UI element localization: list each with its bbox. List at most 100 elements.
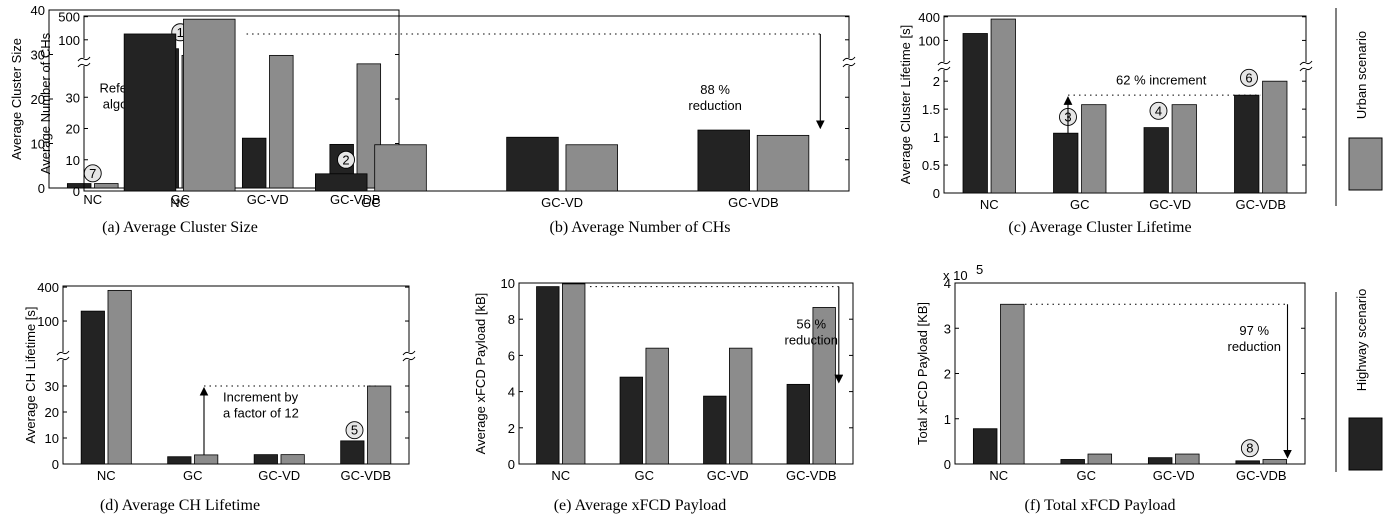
y-axis-label-d: Average CH Lifetime [s] bbox=[23, 306, 38, 443]
bar-e-s1-gc-vd bbox=[703, 395, 727, 465]
annotation-b-0-circle-marker bbox=[337, 150, 355, 169]
x-tick-label-c-gc-vdb: GC-VDB bbox=[1235, 197, 1286, 212]
x-tick-label-f-gc-vd: GC-VD bbox=[1153, 468, 1195, 483]
bar-f-s2-nc bbox=[1000, 303, 1025, 465]
y-axis-label-b: Average Number of CHs bbox=[38, 32, 53, 174]
bar-e-s2-gc bbox=[645, 347, 669, 465]
y-tick-label-e: 6 bbox=[508, 348, 515, 363]
bar-e-s2-gc-vd bbox=[729, 347, 753, 465]
scenario-legend: Urban scenario Highway scenario bbox=[1335, 8, 1383, 472]
panel-f: (f) Total xFCD Payload 0 1 2 3 4x 10 5 NC GC GC-… bbox=[915, 262, 1306, 514]
annotation-f-1-label-0: 97 % bbox=[1239, 323, 1269, 338]
annotation-f-1-label-1: reduction bbox=[1228, 339, 1281, 354]
y-tick-label-b: 0 bbox=[73, 184, 80, 199]
bar-f-s1-gc bbox=[1060, 459, 1085, 465]
bar-b-s2-nc bbox=[183, 18, 236, 192]
bar-f-s1-gc-vdb bbox=[1235, 460, 1260, 465]
x-tick-label-b-gc-vdb: GC-VDB bbox=[728, 195, 779, 210]
plot-frame-b bbox=[83, 15, 850, 192]
x-tick-label-d-gc: GC bbox=[183, 468, 203, 483]
y-tick-label-d: 400 bbox=[37, 280, 59, 295]
annotation-d-1-label-1: a factor of 12 bbox=[223, 406, 299, 421]
highway-scenario-swatch bbox=[1348, 417, 1383, 471]
axis-break-mark2-b-0 bbox=[77, 62, 91, 68]
annotation-a-0-circle-number: 1 bbox=[177, 25, 184, 40]
y-tick-label-a: 0 bbox=[38, 181, 45, 196]
y-tick-label-d: 100 bbox=[37, 314, 59, 329]
y-tick-label-f: 0 bbox=[944, 457, 951, 472]
annotation-b-1-label-0: 88 % bbox=[700, 82, 730, 97]
bar-b-s2-gc bbox=[374, 144, 427, 192]
bar-a-s1-gc-vd bbox=[241, 137, 267, 189]
plot-frame-e bbox=[518, 282, 854, 465]
y-tick-label-e: 8 bbox=[508, 312, 515, 327]
bar-a-s1-nc bbox=[66, 183, 92, 189]
bar-f-s1-gc-vd bbox=[1147, 457, 1173, 465]
caption-a: (a) Average Cluster Size bbox=[102, 219, 258, 236]
bar-e-s2-gc-vdb bbox=[812, 307, 836, 465]
x-tick-label-f-gc: GC bbox=[1077, 468, 1097, 483]
x-tick-label-d-nc: NC bbox=[97, 468, 116, 483]
x-tick-label-e-gc: GC bbox=[635, 468, 655, 483]
bar-b-s1-gc-vdb bbox=[697, 129, 750, 192]
axis-break-mark-d-1 bbox=[402, 350, 416, 356]
y-tick-label-c: 1 bbox=[933, 130, 940, 145]
y-tick-label-c: 400 bbox=[918, 10, 940, 25]
axis-break-gap-d-1 bbox=[404, 352, 414, 360]
y-tick-label-e: 2 bbox=[508, 421, 515, 436]
annotation-a-1-circle-number: 7 bbox=[89, 166, 96, 181]
y-tick-label-e: 0 bbox=[508, 457, 515, 472]
annotation-c-2-circle-number: 6 bbox=[1245, 70, 1252, 85]
y-tick-label-d: 0 bbox=[52, 457, 59, 472]
urban-scenario-swatch bbox=[1348, 137, 1383, 191]
axis-break-mark-d-0 bbox=[56, 350, 70, 356]
bar-f-s2-gc-vdb bbox=[1262, 459, 1288, 465]
y-tick-label-c: 100 bbox=[918, 33, 940, 48]
axis-break-mark2-d-1 bbox=[402, 356, 416, 362]
bar-c-s1-nc bbox=[962, 33, 988, 194]
annotation-d-1-label-0: Increment by bbox=[223, 390, 299, 405]
bar-b-s2-gc-vdb bbox=[756, 134, 810, 192]
y-tick-label-f: 2 bbox=[944, 367, 951, 382]
y-tick-label-a: 10 bbox=[31, 137, 45, 152]
axis-break-mark2-b-1 bbox=[842, 62, 856, 68]
annotation-d-0-circle-marker bbox=[345, 421, 364, 440]
x-tick-label-f-gc-vdb: GC-VDB bbox=[1236, 468, 1287, 483]
axis-break-gap-d-0 bbox=[58, 352, 68, 360]
x-tick-label-e-gc-vd: GC-VD bbox=[707, 468, 749, 483]
urban-scenario-label: Urban scenario bbox=[1354, 31, 1369, 119]
y-axis-label-a: Average Cluster Size bbox=[9, 38, 24, 160]
annotation-b-1-label-1: reduction bbox=[688, 98, 741, 113]
y-tick-label-d: 20 bbox=[45, 405, 59, 420]
annotation-c-1-circle-number: 4 bbox=[1155, 103, 1162, 118]
x-tick-label-d-gc-vd: GC-VD bbox=[258, 468, 300, 483]
axis-break-mark-b-1 bbox=[842, 56, 856, 62]
y-tick-label-b: 30 bbox=[66, 90, 80, 105]
y-tick-label-c: 1.5 bbox=[922, 102, 940, 117]
annotation-d-0-circle-number: 5 bbox=[351, 423, 358, 438]
axis-break-gap-b-1 bbox=[844, 58, 854, 66]
y-tick-label-c: 2 bbox=[933, 74, 940, 89]
bar-c-s1-gc-vdb bbox=[1234, 94, 1260, 194]
bar-b-s1-gc-vd bbox=[506, 136, 559, 192]
annotation-f-0-circle-marker bbox=[1240, 439, 1259, 458]
bar-d-s1-gc bbox=[167, 456, 192, 465]
x-tick-label-c-gc: GC bbox=[1070, 197, 1090, 212]
y-axis-label-e: Average xFCD Payload [kB] bbox=[473, 293, 488, 455]
x-tick-label-d-gc-vdb: GC-VDB bbox=[340, 468, 391, 483]
y-tick-label-f: 3 bbox=[944, 321, 951, 336]
bar-b-s2-gc-vd bbox=[565, 144, 618, 192]
y-tick-label-b: 100 bbox=[58, 33, 80, 48]
y-tick-label-a: 40 bbox=[31, 3, 45, 18]
y-tick-label-f: 4 bbox=[944, 276, 951, 291]
x-tick-label-a-gc-vd: GC-VD bbox=[247, 192, 289, 207]
highway-scenario-label: Highway scenario bbox=[1354, 289, 1369, 392]
bar-d-s2-nc bbox=[107, 289, 132, 465]
bar-d-s1-gc-vdb bbox=[340, 440, 365, 465]
bar-c-s1-gc-vd bbox=[1143, 127, 1169, 194]
axis-break-mark-b-0 bbox=[77, 56, 91, 62]
y-tick-label-e: 10 bbox=[501, 276, 515, 291]
bar-c-s2-gc bbox=[1081, 104, 1107, 194]
plot-frame-c bbox=[943, 15, 1307, 194]
